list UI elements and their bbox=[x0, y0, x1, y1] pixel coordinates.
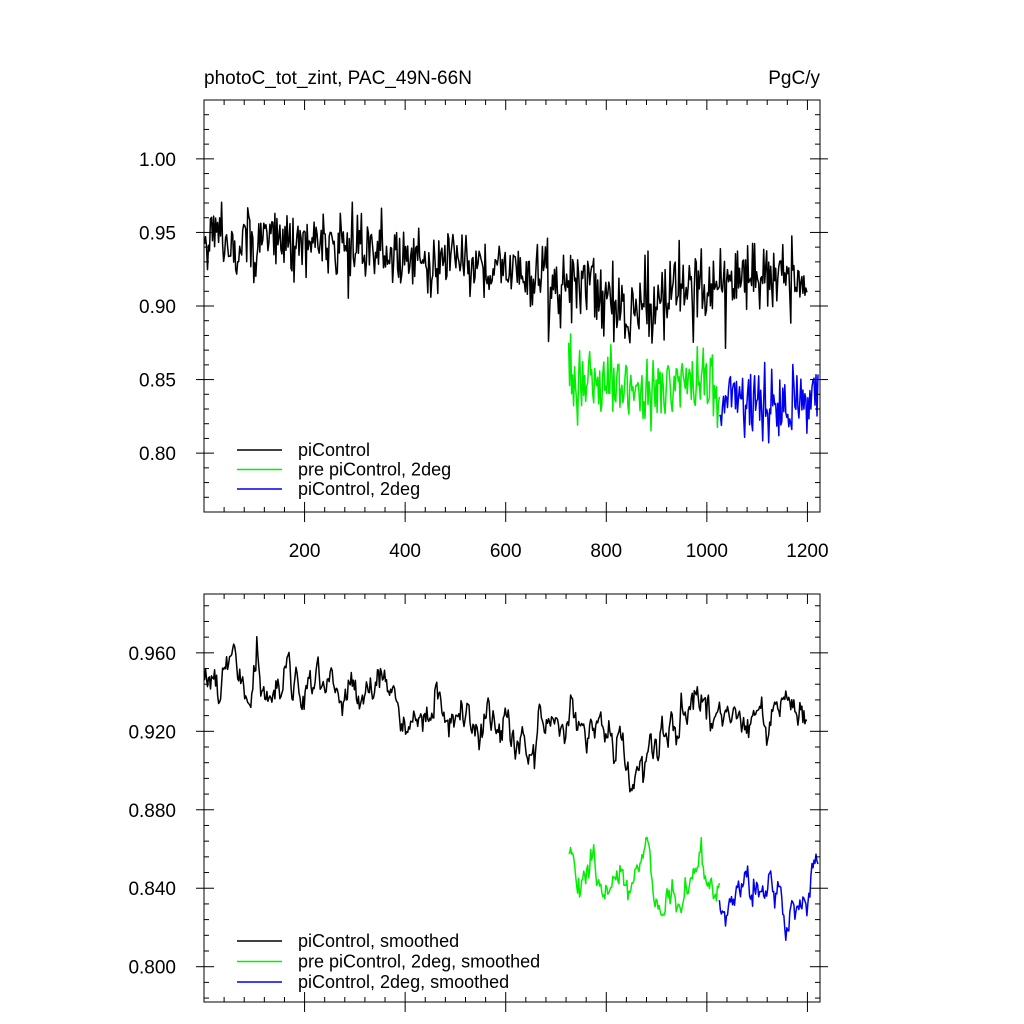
y-tick-label: 0.840 bbox=[128, 879, 176, 900]
series-line-picontrol bbox=[203, 201, 808, 350]
bottom-panel-ticks: 0.800 0.840 0.880 0.920 0.960 bbox=[128, 594, 828, 1012]
y-tick-label: 0.90 bbox=[139, 297, 176, 318]
y-tick-label: 1.00 bbox=[139, 150, 176, 171]
y-tick-label: 0.800 bbox=[128, 958, 176, 979]
x-tick-label: 400 bbox=[389, 541, 421, 562]
bottom-panel: 0.800 0.840 0.880 0.920 0.960 piControl, smo… bbox=[128, 593, 828, 1012]
x-tick-label: 600 bbox=[490, 541, 522, 562]
legend-label: piControl, smoothed bbox=[298, 931, 459, 951]
x-tick-label: 800 bbox=[590, 541, 622, 562]
legend-label: piControl bbox=[298, 440, 370, 460]
x-tick-label: 1000 bbox=[686, 541, 728, 562]
series-line-pre-picontrol-2deg bbox=[567, 333, 721, 432]
legend-label: piControl, 2deg, smoothed bbox=[298, 972, 509, 992]
top-panel-series bbox=[203, 201, 819, 444]
series-line-picontrol-2deg-smoothed bbox=[718, 853, 819, 942]
top-panel: 200 400 600 800 1000 1200 0.80 0.85 0.90 0.95 1.00… bbox=[139, 99, 829, 562]
x-tick-label: 200 bbox=[289, 541, 321, 562]
legend-label: piControl, 2deg bbox=[298, 479, 420, 499]
legend-label: pre piControl, 2deg, smoothed bbox=[298, 952, 540, 972]
series-line-picontrol-smoothed bbox=[203, 635, 808, 793]
chart-title: photoC_tot_zint, PAC_49N-66N bbox=[204, 68, 472, 89]
y-tick-label: 0.85 bbox=[139, 371, 176, 392]
y-tick-label: 0.880 bbox=[128, 801, 176, 822]
bottom-panel-series bbox=[203, 635, 819, 942]
x-tick-label: 1200 bbox=[786, 541, 828, 562]
chart-units: PgC/y bbox=[768, 68, 820, 89]
bottom-plot-frame bbox=[203, 593, 821, 1003]
y-tick-label: 0.80 bbox=[139, 444, 176, 465]
y-tick-label: 0.960 bbox=[128, 644, 176, 665]
series-line-pre-picontrol-2deg-smoothed bbox=[568, 836, 721, 917]
top-plot-frame bbox=[203, 99, 821, 513]
top-panel-ticks: 200 400 600 800 1000 1200 0.80 0.85 0.90 0.95 1.00 bbox=[139, 99, 829, 562]
y-tick-label: 0.920 bbox=[128, 722, 176, 743]
legend-label: pre piControl, 2deg bbox=[298, 460, 451, 480]
series-line-picontrol-2deg bbox=[718, 361, 819, 444]
y-tick-label: 0.95 bbox=[139, 223, 176, 244]
